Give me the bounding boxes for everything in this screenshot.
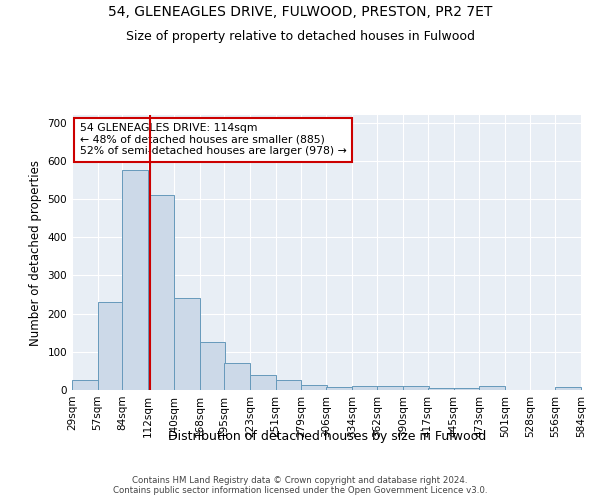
Text: 54, GLENEAGLES DRIVE, FULWOOD, PRESTON, PR2 7ET: 54, GLENEAGLES DRIVE, FULWOOD, PRESTON, … xyxy=(108,5,492,19)
Bar xyxy=(122,170,148,390)
Bar xyxy=(275,380,301,390)
Text: Distribution of detached houses by size in Fulwood: Distribution of detached houses by size … xyxy=(168,430,486,443)
Bar xyxy=(224,364,250,390)
Text: Size of property relative to detached houses in Fulwood: Size of property relative to detached ho… xyxy=(125,30,475,43)
Text: Contains HM Land Registry data © Crown copyright and database right 2024.
Contai: Contains HM Land Registry data © Crown c… xyxy=(113,476,487,495)
Bar xyxy=(454,388,479,390)
Bar xyxy=(174,298,199,390)
Bar xyxy=(403,386,429,390)
Y-axis label: Number of detached properties: Number of detached properties xyxy=(29,160,42,346)
Bar xyxy=(377,386,403,390)
Bar xyxy=(98,302,124,390)
Bar xyxy=(352,386,377,390)
Bar xyxy=(72,380,98,390)
Bar xyxy=(148,195,174,390)
Bar xyxy=(250,374,275,390)
Bar xyxy=(428,388,454,390)
Bar xyxy=(556,388,581,390)
Bar xyxy=(301,385,327,390)
Bar xyxy=(479,386,505,390)
Text: 54 GLENEAGLES DRIVE: 114sqm
← 48% of detached houses are smaller (885)
52% of se: 54 GLENEAGLES DRIVE: 114sqm ← 48% of det… xyxy=(80,123,346,156)
Bar xyxy=(326,387,352,390)
Bar xyxy=(199,342,225,390)
